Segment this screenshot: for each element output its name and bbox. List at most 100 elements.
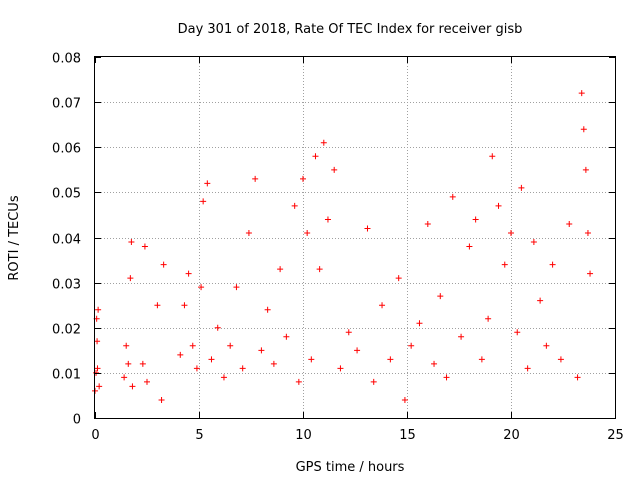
data-point	[489, 153, 496, 160]
data-point	[331, 166, 338, 173]
data-point	[543, 342, 550, 349]
data-point	[478, 356, 485, 363]
data-point	[587, 270, 594, 277]
y-tick-label: 0.05	[52, 187, 81, 202]
data-point	[437, 293, 444, 300]
data-point	[574, 374, 581, 381]
data-point	[472, 216, 479, 223]
y-tick-label: 0.03	[52, 278, 81, 293]
data-point	[93, 369, 100, 376]
data-point	[181, 302, 188, 309]
data-point	[208, 356, 215, 363]
data-point	[245, 229, 252, 236]
data-point	[144, 378, 150, 385]
data-point	[94, 365, 101, 372]
y-axis-label: ROTI / TECUs	[7, 195, 22, 280]
data-point	[233, 284, 240, 291]
y-tick-label: 0.07	[52, 97, 81, 112]
x-axis-label: GPS time / hours	[296, 460, 405, 475]
data-point	[252, 175, 259, 182]
data-point	[141, 243, 148, 250]
data-point	[379, 302, 386, 309]
axis-ticks	[95, 57, 616, 419]
x-tick-label: 15	[399, 428, 416, 443]
data-point	[177, 351, 184, 358]
x-tick-label: 5	[195, 428, 203, 443]
data-point	[443, 374, 450, 381]
data-point	[395, 275, 402, 282]
data-point	[283, 333, 290, 340]
data-point	[300, 175, 306, 182]
data-point	[220, 374, 227, 381]
data-point	[125, 360, 132, 367]
y-tick-label: 0.08	[52, 52, 81, 67]
data-point	[198, 284, 205, 291]
data-point	[193, 365, 200, 372]
data-point	[270, 360, 277, 367]
data-point	[204, 180, 211, 187]
data-point	[189, 342, 196, 349]
data-point	[291, 202, 298, 209]
grid-lines	[95, 57, 615, 418]
data-point	[354, 347, 361, 354]
data-point	[449, 193, 456, 200]
data-point	[154, 302, 161, 309]
data-point	[316, 266, 323, 273]
data-point	[387, 356, 394, 363]
data-point	[128, 239, 135, 246]
data-point	[312, 153, 319, 160]
plot-frame	[94, 56, 616, 419]
data-point	[258, 347, 265, 354]
data-point	[127, 275, 134, 282]
data-point	[370, 378, 377, 385]
data-point	[277, 266, 284, 273]
data-point	[214, 324, 221, 331]
x-tick-label: 20	[503, 428, 520, 443]
data-point	[324, 216, 331, 223]
data-point	[580, 126, 587, 133]
data-point	[501, 261, 508, 268]
data-point	[458, 333, 465, 340]
data-point	[158, 396, 165, 403]
data-points	[92, 90, 594, 403]
data-point	[95, 306, 102, 313]
data-point	[537, 297, 544, 304]
data-point	[518, 184, 525, 191]
y-tick-label: 0.06	[52, 142, 81, 157]
data-point	[123, 342, 130, 349]
data-point	[264, 306, 271, 313]
data-point	[129, 383, 136, 390]
data-point	[239, 365, 246, 372]
data-point	[345, 329, 352, 336]
data-point	[431, 360, 438, 367]
data-point	[295, 378, 302, 385]
chart-title: Day 301 of 2018, Rate Of TEC Index for r…	[178, 22, 523, 37]
y-tick-label: 0.04	[52, 233, 81, 248]
data-point	[514, 329, 521, 336]
y-tick-label: 0.02	[52, 323, 81, 338]
data-point	[530, 239, 537, 246]
data-point	[508, 229, 514, 236]
x-tick-label: 0	[91, 428, 99, 443]
data-point	[121, 374, 128, 381]
data-point	[337, 365, 344, 372]
data-point	[466, 243, 473, 250]
data-point	[139, 360, 146, 367]
y-tick-label: 0	[73, 413, 81, 428]
data-point	[304, 229, 311, 236]
data-point	[364, 225, 371, 232]
data-point	[408, 342, 415, 349]
y-tick-label: 0.01	[52, 368, 81, 383]
data-point	[308, 356, 315, 363]
data-point	[524, 365, 531, 372]
data-point	[557, 356, 564, 363]
data-point	[96, 383, 103, 390]
data-point	[582, 166, 589, 173]
data-point	[584, 229, 591, 236]
data-point	[495, 202, 502, 209]
tick-labels: 0 5 10 15 20 25 0 0.01 0.02 0.03 0.04 0.05 0.06 0.07 0…	[52, 52, 624, 444]
data-point	[549, 261, 556, 268]
data-point	[200, 198, 207, 205]
data-point	[320, 139, 327, 146]
